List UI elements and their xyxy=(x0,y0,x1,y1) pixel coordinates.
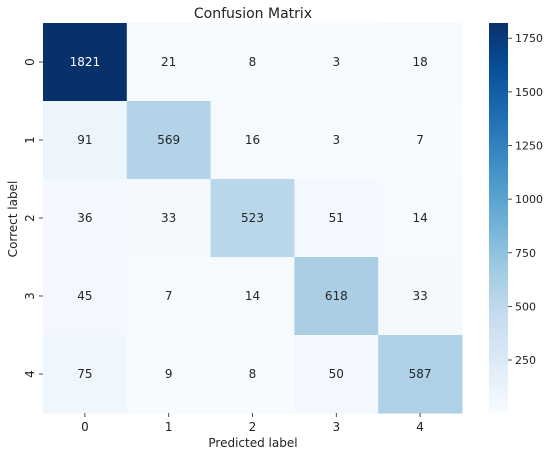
y-tick-label: 2 xyxy=(23,214,37,222)
cell-value-label: 587 xyxy=(409,367,432,381)
cell-value-label: 523 xyxy=(241,211,264,225)
heatmap-cells: 1821 21 8 3 18 91 569 16 3 7 36 33 523 51 14 45 7 14 618 33… xyxy=(43,23,463,414)
y-tick-label: 1 xyxy=(23,136,37,144)
heatmap-cell xyxy=(43,179,128,258)
heatmap-cell xyxy=(294,179,379,258)
heatmap-cell xyxy=(126,101,212,180)
cell-value-label: 51 xyxy=(329,211,344,225)
cell-value-label: 9 xyxy=(165,367,173,381)
cell-value-label: 21 xyxy=(161,55,176,69)
x-tick-label: 4 xyxy=(416,420,424,434)
heatmap-cell xyxy=(294,335,379,414)
x-tick-label: 3 xyxy=(332,420,340,434)
heatmap-cell xyxy=(378,335,463,414)
heatmap-cell xyxy=(378,23,463,102)
colorbar xyxy=(489,23,508,413)
cell-value-label: 16 xyxy=(245,133,260,147)
heatmap-cell xyxy=(294,101,379,180)
y-axis-title: Correct label xyxy=(6,181,20,258)
heatmap-cell xyxy=(378,257,463,336)
heatmap-cell xyxy=(210,179,295,258)
cell-value-label: 36 xyxy=(77,211,92,225)
colorbar-tick-label: 1000 xyxy=(515,193,543,206)
x-axis-ticks: 0 1 2 3 4 xyxy=(81,413,424,434)
heatmap-cell xyxy=(210,23,295,102)
colorbar-tick-label: 1750 xyxy=(515,32,543,45)
heatmap-cell xyxy=(210,335,295,414)
colorbar-tick-label: 1250 xyxy=(515,139,543,152)
cell-value-label: 50 xyxy=(329,367,344,381)
cell-value-label: 3 xyxy=(332,133,340,147)
heatmap-cell xyxy=(210,101,295,180)
x-tick-label: 0 xyxy=(81,420,89,434)
x-tick-label: 2 xyxy=(249,420,257,434)
heatmap-cell xyxy=(43,101,128,180)
heatmap-cell xyxy=(126,23,212,102)
heatmap-cell xyxy=(43,257,128,336)
heatmap-cell xyxy=(43,23,128,102)
cell-value-label: 8 xyxy=(249,55,257,69)
cell-value-label: 7 xyxy=(165,289,173,303)
y-axis-ticks: 0 1 2 3 4 xyxy=(23,58,43,378)
heatmap-cell xyxy=(210,257,295,336)
y-tick-label: 3 xyxy=(23,292,37,300)
heatmap-cell xyxy=(378,179,463,258)
heatmap-cell xyxy=(294,23,379,102)
heatmap-cell xyxy=(43,335,128,414)
y-tick-label: 0 xyxy=(23,58,37,66)
cell-value-label: 91 xyxy=(77,133,92,147)
cell-value-label: 33 xyxy=(161,211,176,225)
colorbar-tick-label: 500 xyxy=(515,300,536,313)
y-tick-label: 4 xyxy=(23,370,37,378)
x-tick-label: 1 xyxy=(165,420,173,434)
cell-value-label: 14 xyxy=(412,211,427,225)
cell-value-label: 3 xyxy=(332,55,340,69)
cell-value-label: 18 xyxy=(412,55,427,69)
cell-value-label: 8 xyxy=(249,367,257,381)
colorbar-tick-label: 250 xyxy=(515,354,536,367)
heatmap-cell xyxy=(126,335,212,414)
cell-value-label: 14 xyxy=(245,289,260,303)
cell-value-label: 1821 xyxy=(70,55,101,69)
heatmap-cell xyxy=(126,179,212,258)
chart-title: Confusion Matrix xyxy=(194,6,312,22)
colorbar-ticks: 250 500 750 1000 1250 1500 1750 xyxy=(508,32,543,367)
cell-value-label: 7 xyxy=(416,133,424,147)
cell-value-label: 33 xyxy=(412,289,427,303)
heatmap-cell xyxy=(294,257,379,336)
cell-value-label: 618 xyxy=(325,289,348,303)
x-axis-title: Predicted label xyxy=(208,436,297,450)
cell-value-label: 45 xyxy=(77,289,92,303)
heatmap-cell xyxy=(378,101,463,180)
heatmap-cell xyxy=(126,257,212,336)
colorbar-tick-label: 750 xyxy=(515,247,536,260)
colorbar-tick-label: 1500 xyxy=(515,86,543,99)
cell-value-label: 75 xyxy=(77,367,92,381)
cell-value-label: 569 xyxy=(157,133,180,147)
